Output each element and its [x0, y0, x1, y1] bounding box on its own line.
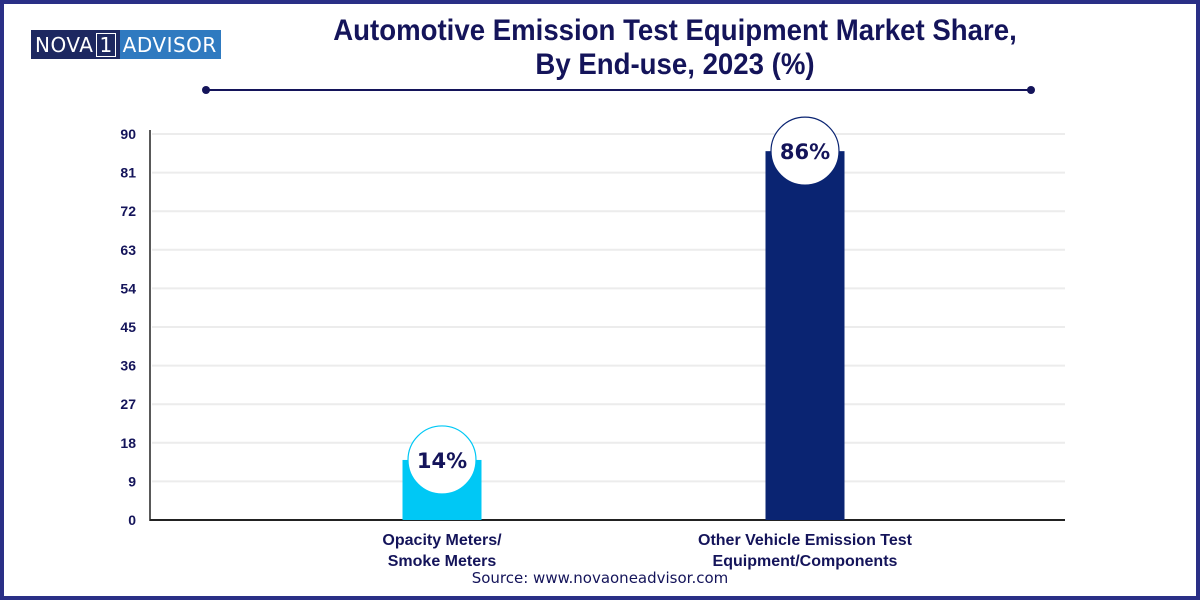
x-tick-label: Smoke Meters: [388, 553, 497, 570]
logo-right: ADVISOR: [119, 30, 221, 59]
y-tick-label: 18: [120, 435, 136, 451]
y-tick-label: 27: [120, 396, 136, 412]
divider-dot-right: [1027, 86, 1035, 94]
chart-title-line-1: Automotive Emission Test Equipment Marke…: [333, 14, 1017, 47]
data-label: 86%: [780, 140, 830, 164]
y-tick-label: 81: [120, 165, 136, 181]
logo-left: NOVA 1: [31, 30, 120, 59]
y-tick-label: 45: [120, 319, 136, 335]
source-note: Source: www.novaoneadvisor.com: [471, 569, 729, 587]
data-label-circle: [407, 425, 477, 495]
y-tick-label: 90: [120, 126, 136, 142]
y-tick-label: 54: [120, 280, 136, 296]
divider-dot-left: [202, 86, 210, 94]
logo-text-nova: NOVA: [35, 32, 94, 57]
y-tick-label: 63: [120, 242, 136, 258]
data-label-circle: [770, 116, 840, 186]
chart-title: Automotive Emission Test Equipment Marke…: [284, 14, 1066, 82]
y-tick-label: 9: [128, 473, 136, 489]
logo-text-advisor: ADVISOR: [122, 32, 217, 57]
x-tick-label: Equipment/Components: [713, 553, 898, 570]
bar: [765, 151, 845, 520]
chart-title-line-2: By End-use, 2023 (%): [535, 48, 815, 81]
y-tick-label: 36: [120, 358, 136, 374]
y-tick-label: 0: [128, 512, 136, 528]
data-label: 14%: [417, 449, 467, 473]
title-divider: [206, 89, 1032, 91]
logo-box-one: 1: [96, 32, 116, 57]
x-tick-label: Other Vehicle Emission Test: [698, 532, 913, 549]
y-tick-label: 72: [120, 203, 136, 219]
nova-advisor-logo: NOVA 1 ADVISOR: [31, 30, 221, 59]
x-tick-label: Opacity Meters/: [382, 532, 502, 549]
